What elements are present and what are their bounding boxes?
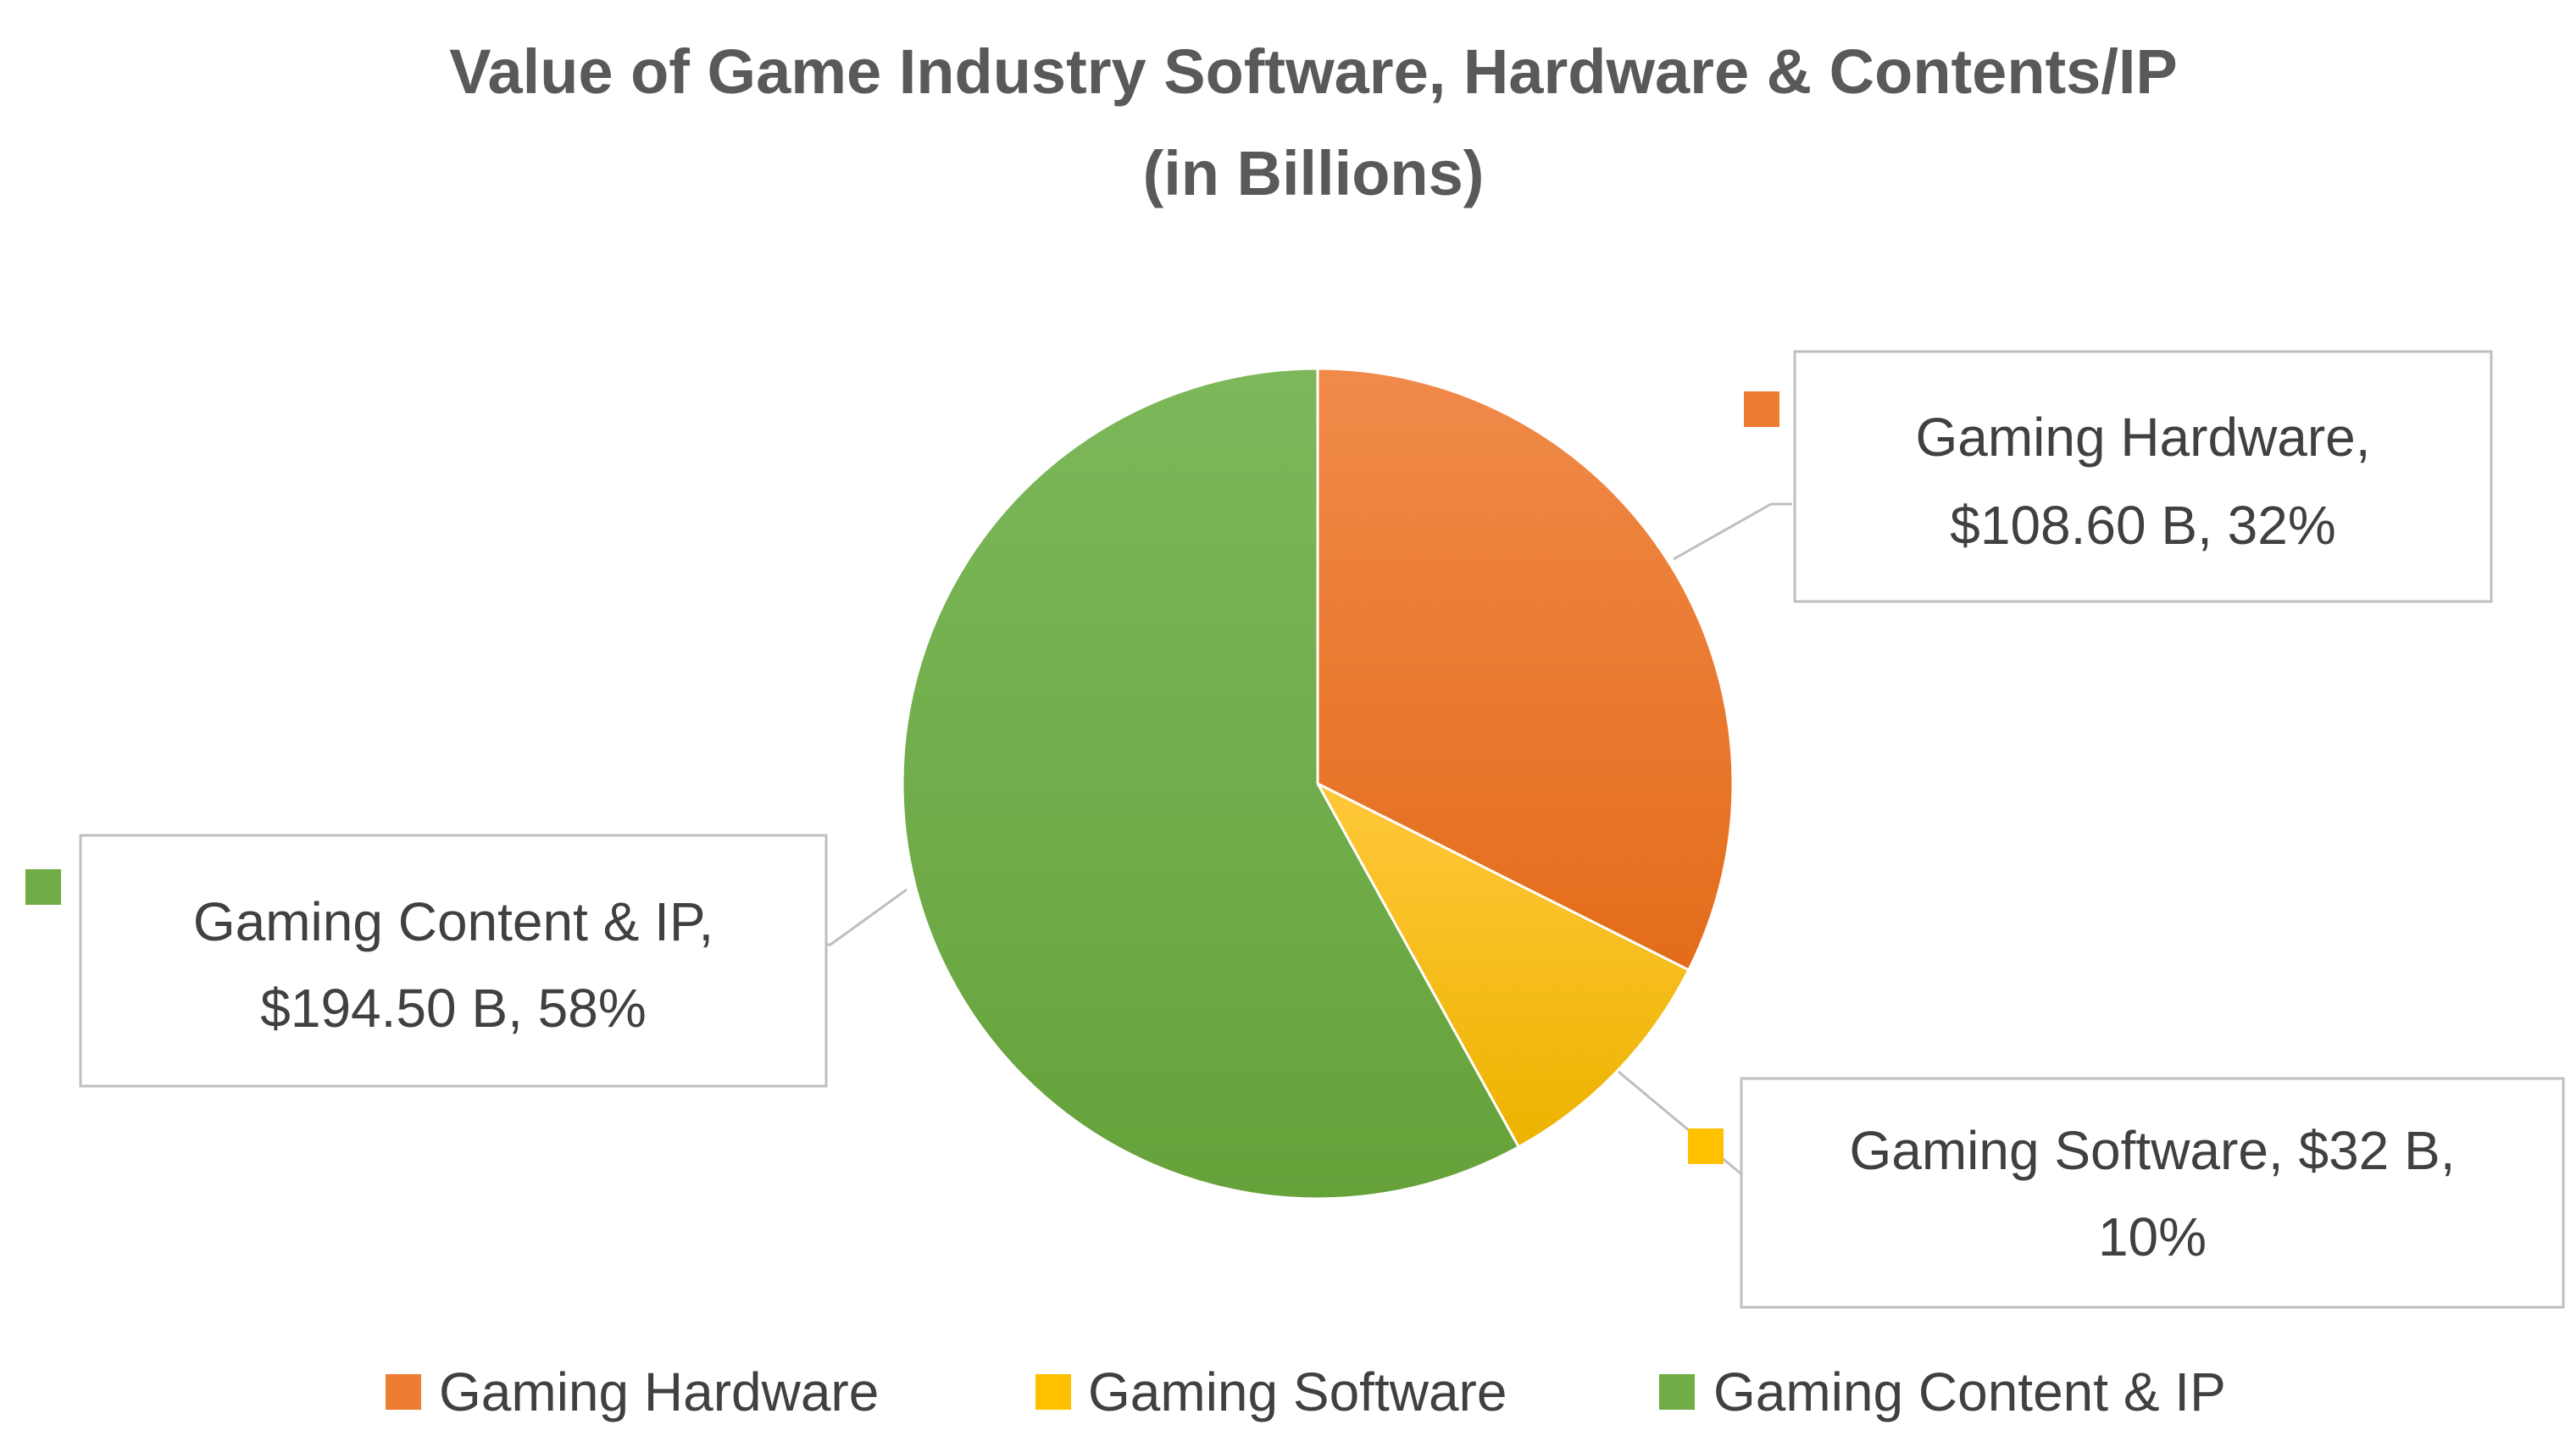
- chart-title: Value of Game Industry Software, Hardwar…: [449, 36, 2178, 208]
- legend-item-software: Gaming Software: [1035, 1361, 1507, 1422]
- legend-key-hardware-callout: [1744, 391, 1779, 427]
- data-label-content-line-2: $194.50 B, 58%: [260, 978, 646, 1039]
- pie-slice-software: [1314, 780, 1690, 1149]
- legend-key-content-callout: [25, 869, 61, 905]
- data-label-content: Gaming Content & IP, $194.50 B, 58%: [25, 834, 828, 1088]
- legend-label-software: Gaming Software: [1088, 1361, 1507, 1422]
- data-label-software: Gaming Software, $32 B, 10%: [1688, 1077, 2565, 1309]
- data-label-software-line-1: Gaming Software, $32 B,: [1849, 1120, 2455, 1181]
- legend-key-software-callout: [1688, 1128, 1724, 1164]
- legend-swatch-hardware: [386, 1374, 421, 1410]
- data-label-hardware-line-1: Gaming Hardware,: [1915, 407, 2370, 468]
- data-label-software-line-2: 10%: [2098, 1206, 2207, 1267]
- pie-slice-hardware: [1316, 367, 1735, 972]
- chart-title-line-2: (in Billions): [1143, 138, 1485, 208]
- legend-swatch-software: [1035, 1374, 1071, 1410]
- legend: Gaming Hardware Gaming Software Gaming C…: [386, 1361, 2226, 1422]
- legend-label-hardware: Gaming Hardware: [439, 1361, 879, 1422]
- legend-label-content: Gaming Content & IP: [1713, 1361, 2226, 1422]
- pie-slices: [901, 367, 1735, 1200]
- data-label-content-line-1: Gaming Content & IP,: [193, 891, 713, 952]
- leader-line-hardware: [1673, 502, 1792, 561]
- legend-swatch-content: [1659, 1374, 1695, 1410]
- data-label-hardware-line-2: $108.60 B, 32%: [1950, 495, 2335, 556]
- legend-item-content: Gaming Content & IP: [1659, 1361, 2226, 1422]
- data-label-hardware: Gaming Hardware, $108.60 B, 32%: [1744, 350, 2493, 603]
- pie-slice-content: [901, 367, 1521, 1200]
- chart-title-line-1: Value of Game Industry Software, Hardwar…: [449, 36, 2178, 107]
- legend-item-hardware: Gaming Hardware: [386, 1361, 879, 1422]
